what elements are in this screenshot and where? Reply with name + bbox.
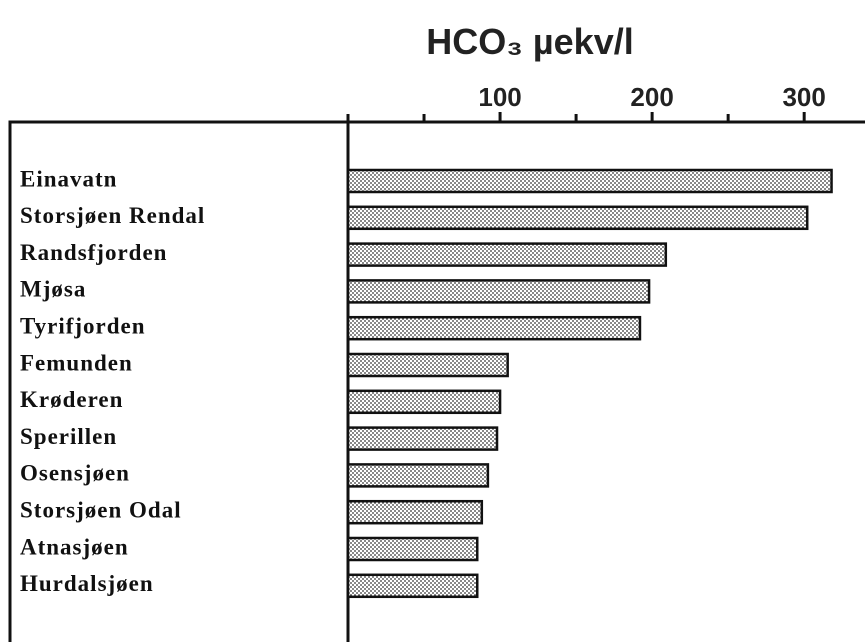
x-tick-label: 100 bbox=[478, 82, 521, 112]
x-tick-label: 200 bbox=[630, 82, 673, 112]
bar bbox=[346, 242, 668, 267]
category-label: Femunden bbox=[20, 350, 133, 375]
bar bbox=[346, 389, 502, 415]
bar bbox=[346, 205, 809, 231]
category-label: Sperillen bbox=[20, 424, 117, 449]
category-label: Storsjøen Rendal bbox=[20, 203, 205, 228]
bar bbox=[346, 168, 833, 194]
bar bbox=[346, 426, 499, 451]
bar bbox=[346, 573, 479, 599]
bar bbox=[346, 499, 484, 525]
bar bbox=[346, 536, 479, 562]
label-box bbox=[8, 120, 350, 642]
bar bbox=[346, 463, 490, 488]
bar bbox=[346, 315, 642, 341]
category-label: Storsjøen Odal bbox=[20, 497, 182, 522]
category-label: Einavatn bbox=[20, 166, 117, 191]
x-tick-label: 300 bbox=[782, 82, 825, 112]
bar bbox=[346, 352, 509, 378]
chart-title: HCO₃ µekv/l bbox=[426, 21, 633, 62]
category-label: Randsfjorden bbox=[20, 240, 167, 265]
category-label: Osensjøen bbox=[20, 461, 130, 486]
category-label: Krøderen bbox=[20, 387, 123, 412]
bar bbox=[346, 279, 651, 304]
category-label: Tyrifjorden bbox=[20, 313, 146, 338]
category-label: Hurdalsjøen bbox=[20, 571, 154, 596]
category-label: Atnasjøen bbox=[20, 534, 129, 559]
category-label: Mjøsa bbox=[20, 277, 86, 302]
